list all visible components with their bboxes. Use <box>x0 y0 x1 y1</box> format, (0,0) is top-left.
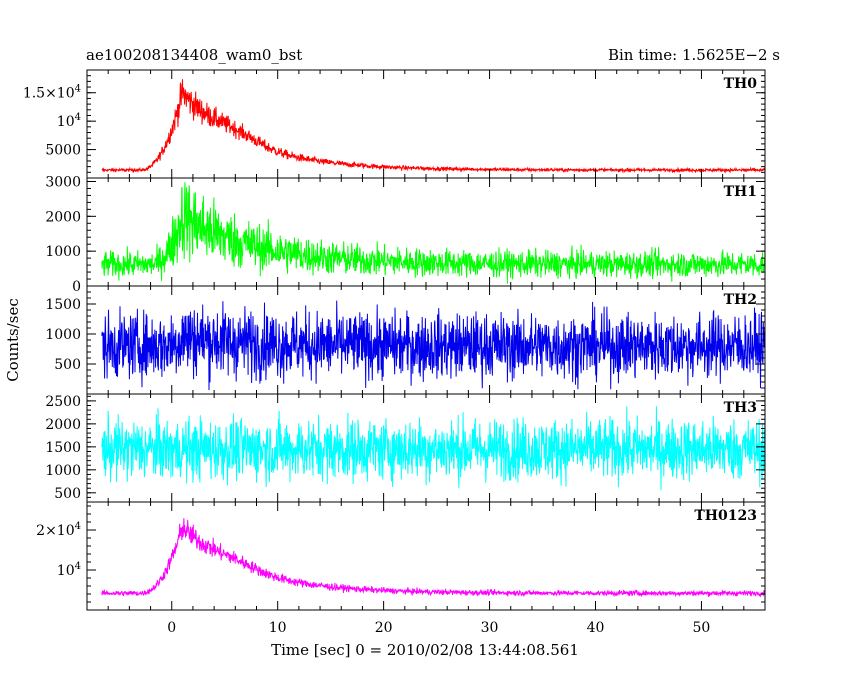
y-tick-label: 5000 <box>45 143 81 159</box>
y-tick-label: 2500 <box>45 394 81 410</box>
y-tick-label: 500 <box>54 486 81 502</box>
panel-th3: 500 1000 1500 2000 2500 TH3 <box>45 393 766 503</box>
series-line-th2 <box>101 300 765 391</box>
y-tick-label: 3000 <box>45 174 81 190</box>
x-tick-label: 50 <box>693 620 711 636</box>
panel-frame <box>86 69 766 179</box>
x-tick-label: 30 <box>481 620 499 636</box>
series-line-th3 <box>101 406 765 491</box>
y-tick-label: 1500 <box>45 297 81 313</box>
chart-title-right: Bin time: 1.5625E−2 s <box>608 46 780 64</box>
x-axis-label: Time [sec] 0 = 2010/02/08 13:44:08.561 <box>271 641 579 659</box>
x-tick-label: 10 <box>269 620 287 636</box>
series-line-th0123 <box>101 518 765 598</box>
series-line-th1 <box>101 182 765 284</box>
y-tick-label: 1000 <box>45 327 81 343</box>
panel-th0123: 104 2×104 TH0123 <box>36 501 766 611</box>
y-tick-label: 2000 <box>45 417 81 433</box>
series-line-th0 <box>101 79 765 174</box>
panel-th0: 5000 104 1.5×104 TH0 <box>23 69 766 179</box>
y-tick-label: 1.5×104 <box>23 84 81 102</box>
y-tick-label: 104 <box>57 561 81 579</box>
panel-label-th0: TH0 <box>724 76 758 92</box>
x-tick-label: 40 <box>587 620 605 636</box>
y-tick-label: 2000 <box>45 209 81 225</box>
y-tick-label: 0 <box>72 279 81 295</box>
y-tick-label: 1500 <box>45 440 81 456</box>
panel-th1: 0 1000 2000 3000 TH1 <box>45 174 766 295</box>
panel-label-th3: TH3 <box>724 400 757 416</box>
y-tick-label: 500 <box>54 357 81 373</box>
y-tick-label: 2×104 <box>36 521 81 539</box>
panel-label-th2: TH2 <box>724 292 757 308</box>
y-tick-label: 1000 <box>45 463 81 479</box>
chart-title-left: ae100208134408_wam0_bst <box>86 46 302 64</box>
panel-label-th1: TH1 <box>724 184 757 200</box>
x-tick-label: 0 <box>167 620 176 636</box>
panel-th2: 500 1000 1500 TH2 <box>45 285 766 395</box>
y-axis-label: Counts/sec <box>4 298 22 382</box>
y-tick-label: 1000 <box>45 244 81 260</box>
y-tick-label: 104 <box>57 112 81 130</box>
x-tick-label: 20 <box>375 620 393 636</box>
panel-label-th0123: TH0123 <box>694 508 757 524</box>
